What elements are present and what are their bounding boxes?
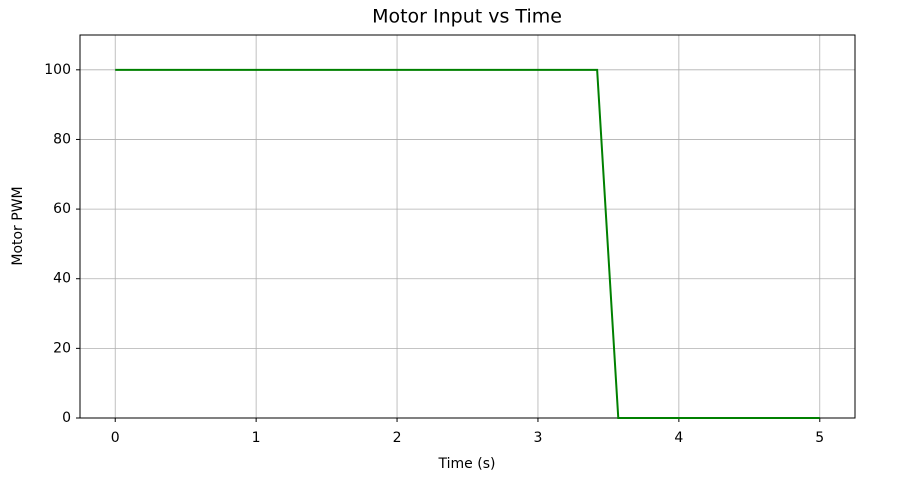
line-series <box>115 68 820 419</box>
y-tick-label: 100 <box>44 62 71 78</box>
plot-frame <box>79 34 856 419</box>
y-tick-label: 40 <box>53 271 71 287</box>
x-tick-label: 2 <box>393 430 402 446</box>
y-tick-label: 0 <box>62 410 71 426</box>
y-axis-label: Motor PWM <box>10 186 26 265</box>
x-tick-label: 3 <box>533 430 542 446</box>
chart-title: Motor Input vs Time <box>372 6 562 28</box>
x-axis-label: Time (s) <box>438 456 496 472</box>
y-tick-label: 60 <box>53 201 71 217</box>
y-tick-label: 20 <box>53 340 71 356</box>
x-tick-label: 1 <box>252 430 261 446</box>
x-tick-label: 4 <box>674 430 683 446</box>
y-tick-label: 80 <box>53 131 71 147</box>
x-tick-label: 0 <box>111 430 120 446</box>
x-tick-label: 5 <box>815 430 824 446</box>
